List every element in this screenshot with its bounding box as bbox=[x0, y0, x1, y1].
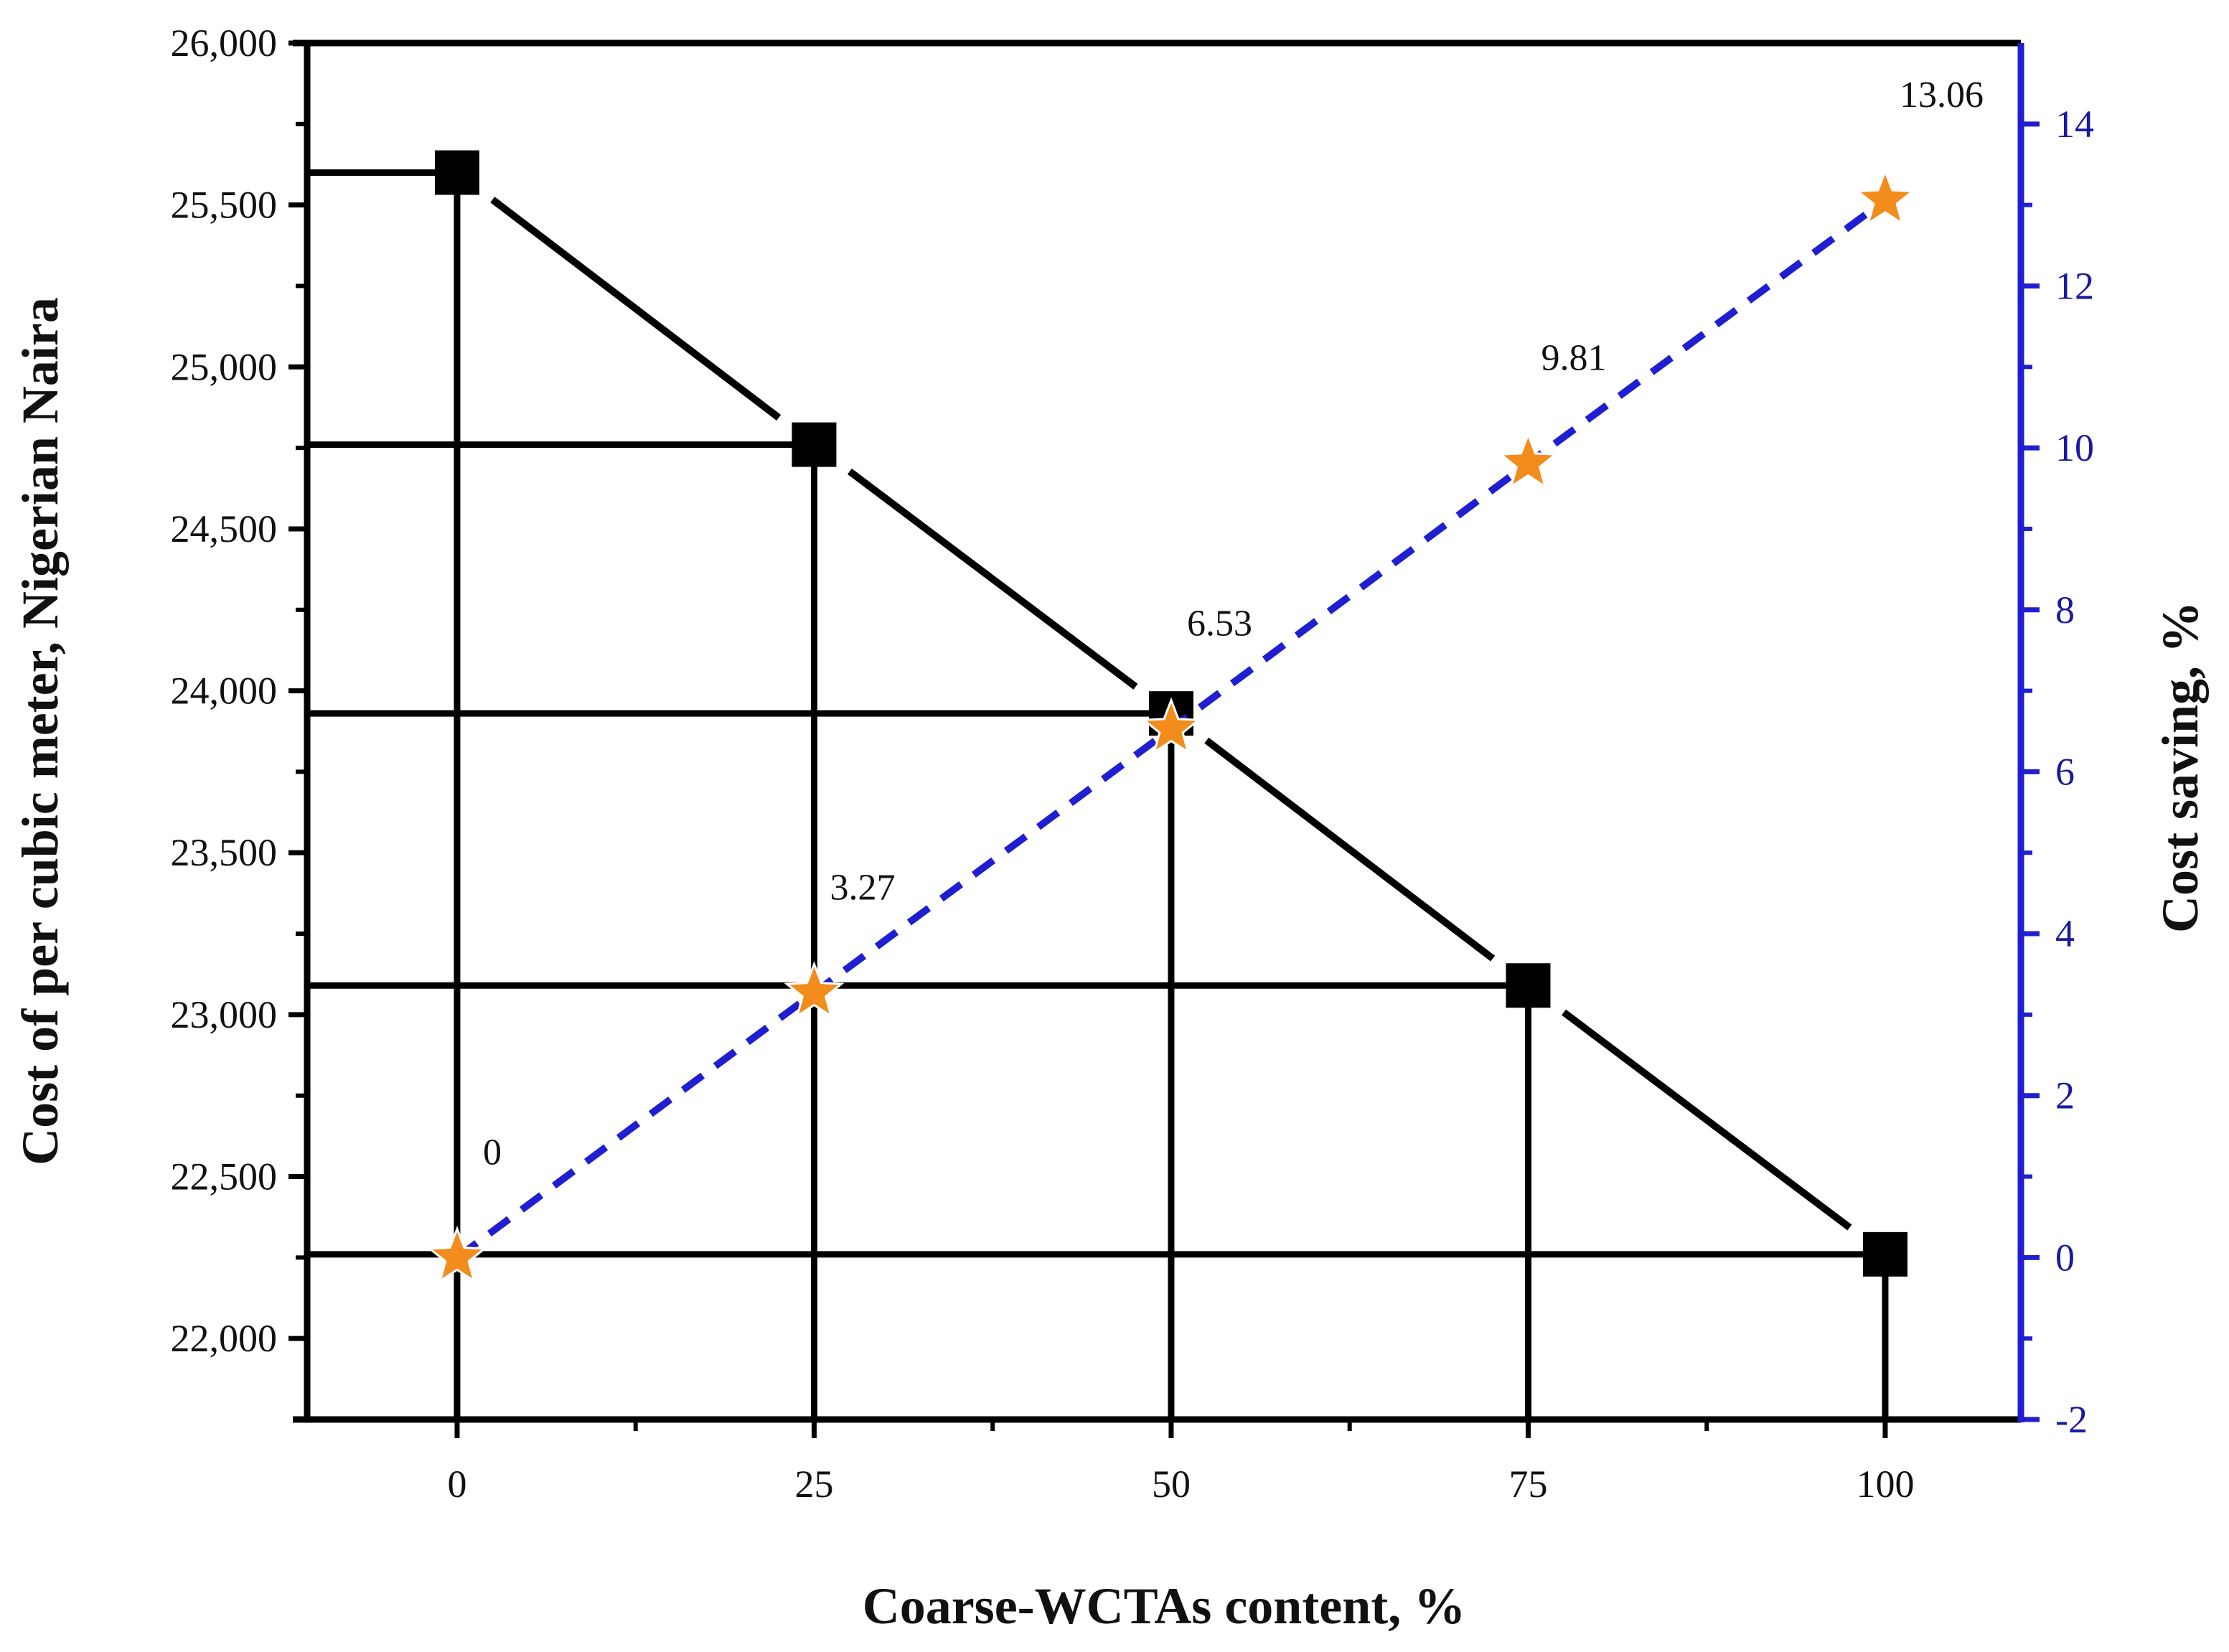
y-left-tick-label: 24,500 bbox=[171, 507, 278, 550]
cost-point bbox=[1862, 1231, 1907, 1277]
x-tick-label: 100 bbox=[1856, 1463, 1914, 1506]
y-left-tick-label: 22,000 bbox=[171, 1317, 278, 1360]
saving-point bbox=[1140, 697, 1202, 755]
saving-point bbox=[1498, 431, 1559, 489]
y-left-tick-label: 25,500 bbox=[171, 184, 278, 227]
saving-point bbox=[426, 1226, 488, 1284]
y-left-tick-label: 23,500 bbox=[171, 831, 278, 874]
y-right-tick-label: 4 bbox=[2055, 912, 2075, 955]
cost-line-segment bbox=[490, 197, 782, 421]
y-axis-right-title: Cost saving, % bbox=[2151, 601, 2209, 933]
cost-line-segment bbox=[847, 468, 1138, 690]
y-right-tick-label: 10 bbox=[2055, 426, 2094, 469]
y-left-tick-label: 26,000 bbox=[171, 22, 278, 65]
saving-point bbox=[784, 961, 845, 1019]
saving-data-label: 13.06 bbox=[1900, 75, 1984, 116]
x-tick-label: 0 bbox=[447, 1463, 466, 1506]
y-left-tick-label: 24,000 bbox=[171, 670, 278, 713]
y-axis-left-title: Cost of per cubic meter, Nigerian Naira bbox=[11, 297, 69, 1165]
axes bbox=[293, 39, 2024, 1423]
y-left-tick-label: 23,000 bbox=[171, 993, 278, 1036]
cost-line-segment bbox=[1204, 737, 1496, 962]
y-left-tick-label: 25,000 bbox=[171, 345, 278, 388]
y-right-tick-label: 6 bbox=[2055, 750, 2075, 793]
cost-point bbox=[434, 150, 479, 195]
y-left-tick-label: 22,500 bbox=[171, 1155, 278, 1198]
y-right-tick-label: 14 bbox=[2055, 103, 2094, 146]
cost-point bbox=[1506, 963, 1551, 1008]
data-labels: 0 3.27 6.53 9.81 13.06 bbox=[483, 75, 1984, 1173]
y-right-tick-label: 0 bbox=[2055, 1236, 2075, 1279]
saving-data-label: 9.81 bbox=[1541, 338, 1606, 379]
x-axis-title: Coarse-WCTAs content, % bbox=[863, 1577, 1466, 1635]
saving-series bbox=[426, 168, 1916, 1284]
x-tick-label: 50 bbox=[1152, 1463, 1191, 1506]
ticks: 22,000 22,500 23,000 23,500 24,000 24,500 25,0… bbox=[171, 22, 2095, 1506]
y-right-tick-label: 2 bbox=[2055, 1074, 2075, 1117]
cost-point bbox=[792, 422, 837, 467]
saving-data-label: 6.53 bbox=[1187, 604, 1252, 644]
y-right-tick-label: -2 bbox=[2055, 1398, 2088, 1441]
saving-data-label: 0 bbox=[483, 1132, 502, 1173]
drop-lines bbox=[307, 169, 1889, 1419]
x-tick-label: 25 bbox=[794, 1463, 833, 1506]
y-right-tick-label: 8 bbox=[2055, 588, 2075, 632]
x-tick-label: 75 bbox=[1508, 1463, 1547, 1506]
saving-point bbox=[1854, 168, 1916, 226]
cost-line-segment bbox=[1561, 1009, 1852, 1231]
saving-data-label: 3.27 bbox=[830, 867, 895, 908]
y-right-tick-label: 12 bbox=[2055, 264, 2094, 307]
